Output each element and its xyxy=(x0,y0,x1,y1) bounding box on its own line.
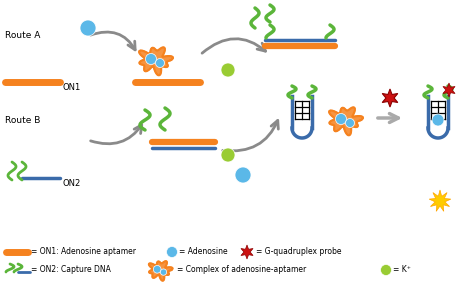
Text: ON2: ON2 xyxy=(62,179,80,187)
Text: = Complex of adenosine-aptamer: = Complex of adenosine-aptamer xyxy=(177,266,306,275)
Circle shape xyxy=(432,114,444,126)
Circle shape xyxy=(221,148,235,162)
Polygon shape xyxy=(139,47,173,75)
Text: ON1: ON1 xyxy=(62,82,80,91)
Circle shape xyxy=(166,247,177,258)
Circle shape xyxy=(346,118,355,128)
Circle shape xyxy=(154,266,161,273)
Circle shape xyxy=(155,59,164,68)
Text: Route A: Route A xyxy=(5,30,40,39)
Circle shape xyxy=(160,269,167,275)
Text: Route B: Route B xyxy=(5,116,40,124)
Polygon shape xyxy=(241,245,253,259)
Polygon shape xyxy=(329,107,363,135)
Circle shape xyxy=(381,264,392,275)
Circle shape xyxy=(146,53,156,64)
Circle shape xyxy=(221,63,235,77)
Circle shape xyxy=(235,167,251,183)
Text: = K⁺: = K⁺ xyxy=(393,266,411,275)
Text: = G-quadruplex probe: = G-quadruplex probe xyxy=(256,247,341,256)
Polygon shape xyxy=(429,190,451,211)
Circle shape xyxy=(336,114,346,124)
Polygon shape xyxy=(443,83,455,97)
Polygon shape xyxy=(149,261,173,281)
Text: = Adenosine: = Adenosine xyxy=(179,247,228,256)
Circle shape xyxy=(80,20,96,36)
Text: = ON2: Capture DNA: = ON2: Capture DNA xyxy=(31,266,111,275)
Text: = ON1: Adenosine aptamer: = ON1: Adenosine aptamer xyxy=(31,247,136,256)
Polygon shape xyxy=(382,89,398,107)
